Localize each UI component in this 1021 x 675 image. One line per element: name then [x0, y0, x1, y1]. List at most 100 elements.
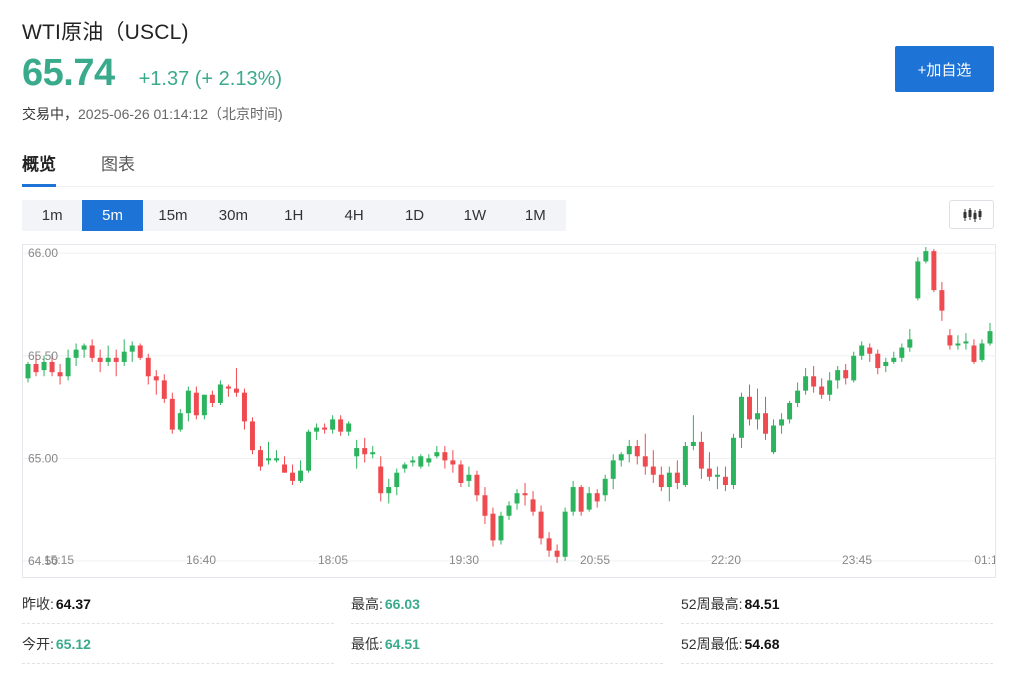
- tab-overview[interactable]: 概览: [22, 150, 56, 187]
- candle-body: [931, 251, 937, 291]
- y-tick-label: 66.00: [28, 246, 58, 260]
- x-tick-label: 19:30: [449, 553, 479, 567]
- candle-body: [602, 478, 608, 496]
- candle-body: [89, 345, 95, 358]
- interval-30m[interactable]: 30m: [218, 207, 248, 224]
- candle-body: [578, 487, 584, 512]
- candle-body: [594, 493, 600, 502]
- candlestick-icon: [963, 207, 981, 222]
- stat-52w-high: 52周最高: 84.51: [681, 585, 993, 624]
- candle-body: [554, 550, 560, 557]
- candle-body: [947, 335, 953, 346]
- candle-body: [410, 460, 416, 463]
- candle-body: [233, 388, 239, 393]
- interval-4h[interactable]: 4H: [344, 207, 364, 224]
- candle-body: [506, 505, 512, 516]
- candle-body: [498, 515, 504, 541]
- candle-body: [883, 361, 889, 367]
- interval-1m[interactable]: 1m: [41, 207, 63, 224]
- candle-body: [730, 437, 736, 485]
- stat-label: 52周最低:: [681, 636, 743, 652]
- stat-label: 52周最高:: [681, 596, 743, 612]
- candle-body: [562, 511, 568, 557]
- candle-body: [354, 448, 360, 457]
- stat-high: 最高: 66.03: [351, 585, 663, 624]
- candle-body: [298, 470, 304, 481]
- stat-value: 84.51: [744, 596, 780, 612]
- candle-body: [771, 425, 777, 453]
- interval-1mo[interactable]: 1M: [524, 207, 546, 224]
- candle-body: [819, 386, 825, 395]
- interval-15m[interactable]: 15m: [158, 207, 188, 224]
- candle-body: [258, 450, 263, 467]
- candle-body: [274, 458, 280, 461]
- candle-body: [747, 396, 752, 420]
- stat-value: 54.68: [744, 636, 780, 652]
- trading-status: 交易中，2025-06-26 01:14:12（北京时间): [22, 104, 283, 124]
- candle-body: [249, 421, 255, 451]
- candle-body: [971, 345, 977, 362]
- y-tick-label: 65.50: [28, 349, 58, 363]
- candle-body: [442, 452, 448, 461]
- last-price: 65.74: [22, 52, 115, 94]
- candle-body: [698, 441, 704, 469]
- candle-body: [338, 419, 344, 432]
- candle-body: [161, 380, 167, 399]
- candle-body: [33, 363, 39, 373]
- candle-body: [322, 427, 328, 430]
- candle-body: [466, 474, 472, 481]
- interval-5m[interactable]: 5m: [82, 200, 143, 231]
- candle-body: [426, 458, 432, 463]
- candle-body: [618, 454, 624, 461]
- candle-body: [137, 345, 143, 358]
- stat-value: 64.51: [384, 636, 420, 652]
- price-change: +1.37 (+ 2.13%): [138, 68, 283, 90]
- candle-body: [490, 513, 496, 541]
- candle-body: [891, 357, 897, 362]
- candle-body: [795, 390, 801, 403]
- candle-body: [522, 493, 528, 496]
- candle-body: [706, 468, 712, 477]
- candle-body: [674, 472, 680, 483]
- chart-type-button[interactable]: [949, 200, 994, 229]
- trading-status-label: 交易中，: [22, 106, 78, 122]
- candle-body: [690, 441, 696, 447]
- candle-body: [169, 398, 175, 430]
- candle-body: [402, 464, 408, 469]
- stat-low: 最低: 64.51: [351, 625, 663, 664]
- x-tick-label: 22:20: [711, 553, 741, 567]
- stat-value: 66.03: [384, 596, 420, 612]
- price-chart[interactable]: 66.00 65.50 65.00 64.50 15:15 16:40 18:05 19:30…: [22, 244, 996, 578]
- candle-body: [779, 419, 785, 426]
- candle-body: [458, 464, 464, 483]
- candle-body: [835, 370, 841, 381]
- tab-chart[interactable]: 图表: [101, 155, 135, 174]
- candle-body: [306, 431, 312, 471]
- interval-1w[interactable]: 1W: [463, 207, 487, 224]
- y-tick-label: 65.00: [28, 451, 58, 465]
- candle-body: [787, 402, 793, 420]
- candle-body: [113, 357, 119, 362]
- candle-body: [193, 392, 199, 416]
- candle-body: [610, 460, 616, 479]
- quote-timestamp: 2025-06-26 01:14:12（北京时间): [78, 106, 283, 122]
- candle-body: [57, 372, 63, 377]
- candle-body: [41, 361, 47, 371]
- candle-body: [827, 380, 833, 395]
- interval-1d[interactable]: 1D: [404, 207, 425, 224]
- x-tick-label: 18:05: [318, 553, 348, 567]
- candle-body: [714, 474, 720, 477]
- candle-body: [450, 460, 456, 465]
- candle-body: [362, 448, 368, 455]
- candle-body: [49, 361, 55, 373]
- tab-bar: 概览 图表: [22, 150, 994, 187]
- add-to-watchlist-button[interactable]: +加自选: [895, 46, 994, 92]
- candle-body: [314, 427, 320, 432]
- candle-body: [434, 452, 440, 457]
- interval-1h[interactable]: 1H: [284, 207, 304, 224]
- x-tick-label: 01:1: [974, 553, 995, 567]
- candle-body: [987, 331, 993, 344]
- candle-body: [241, 392, 247, 422]
- candle-body: [177, 413, 183, 430]
